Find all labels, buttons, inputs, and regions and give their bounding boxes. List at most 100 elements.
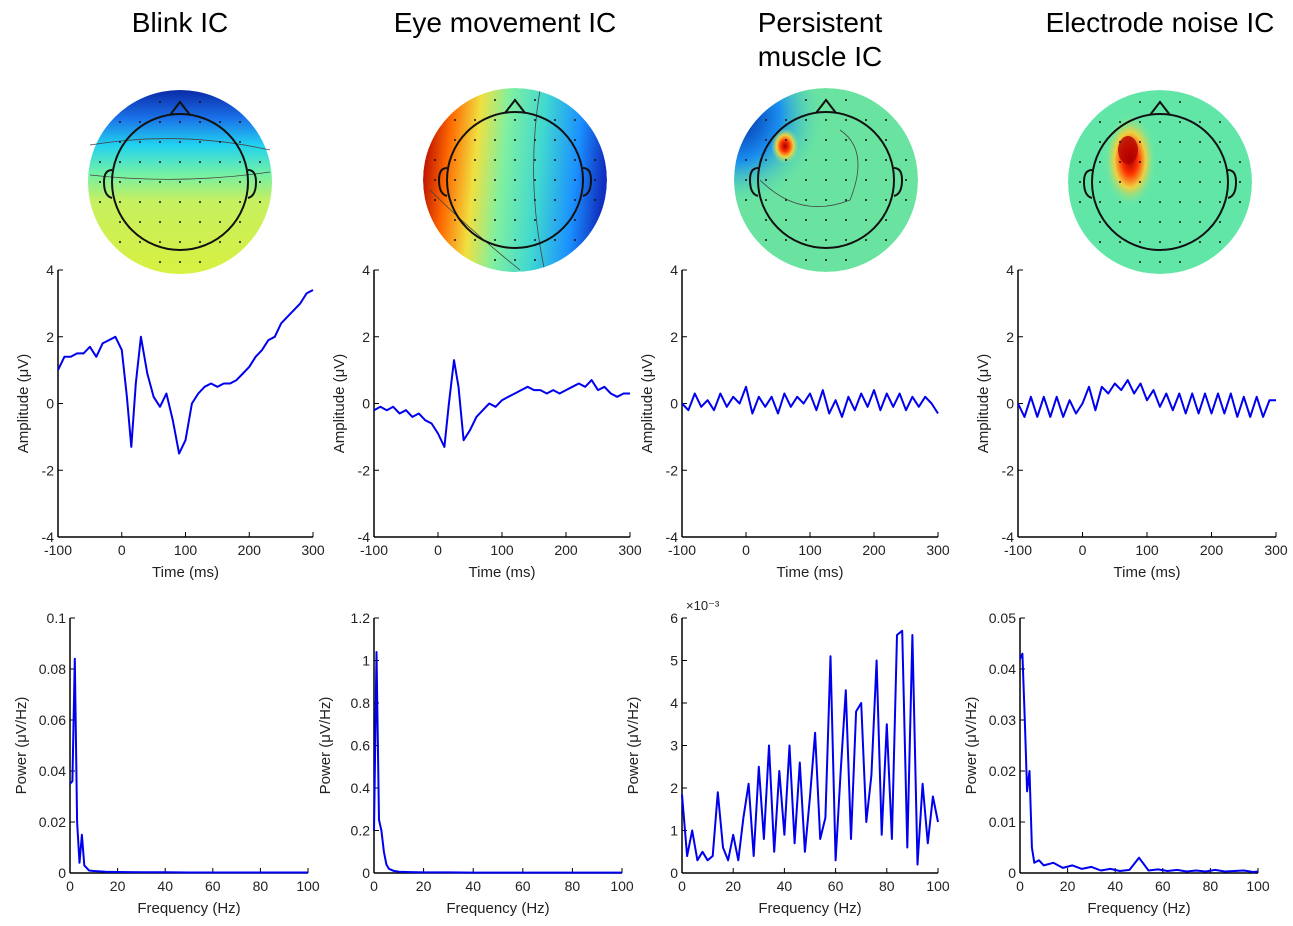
electrode-dot <box>119 141 121 143</box>
data-line <box>1017 379 1276 418</box>
y-tick-label: 4 <box>46 262 54 278</box>
x-tick-label: 40 <box>1107 878 1123 894</box>
electrode-dot <box>219 141 221 143</box>
electrode-dot <box>139 241 141 243</box>
electrode-dot <box>1199 121 1201 123</box>
x-tick-label: 0 <box>66 878 74 894</box>
electrode-dot <box>514 99 516 101</box>
electrode-dot <box>1159 121 1161 123</box>
electrode-dot <box>474 199 476 201</box>
electrode-dot <box>1139 161 1141 163</box>
data-line <box>1019 652 1259 873</box>
electrode-dot <box>1239 161 1241 163</box>
electrode-dot <box>1119 181 1121 183</box>
electrode-dot <box>534 119 536 121</box>
x-tick-label: 60 <box>828 878 844 894</box>
electrode-dot <box>1219 241 1221 243</box>
electrode-dot <box>845 219 847 221</box>
electrode-dot <box>825 99 827 101</box>
electrode-dot <box>119 181 121 183</box>
electrode-dot <box>845 159 847 161</box>
electrode-dot <box>1199 181 1201 183</box>
electrode-dot <box>199 161 201 163</box>
y-tick-label: -4 <box>42 529 55 545</box>
electrode-dot <box>1179 141 1181 143</box>
electrode-dot <box>574 239 576 241</box>
electrode-dot <box>805 199 807 201</box>
y-tick-label: 4 <box>670 262 678 278</box>
x-tick-label: 0 <box>742 542 750 558</box>
x-axis-label: Frequency (Hz) <box>446 900 549 917</box>
y-tick-label: 0.03 <box>989 712 1016 728</box>
electrode-dot <box>199 141 201 143</box>
ear <box>247 169 258 199</box>
electrode-dot <box>474 139 476 141</box>
electrode-dot <box>1139 201 1141 203</box>
electrode-dot <box>885 139 887 141</box>
x-tick-label: 20 <box>416 878 432 894</box>
x-tick-label: 0 <box>1079 542 1087 558</box>
electrode-dot <box>199 101 201 103</box>
electrode-dot <box>534 159 536 161</box>
electrode-dot <box>179 121 181 123</box>
electrode-dot <box>845 119 847 121</box>
electrode-dot <box>805 179 807 181</box>
electrode-dot <box>1199 221 1201 223</box>
electrode-dot <box>534 259 536 261</box>
electrode-dot <box>199 261 201 263</box>
electrode-dot <box>119 201 121 203</box>
x-tick-label: 100 <box>1246 878 1270 894</box>
y-tick-label: 0.01 <box>989 814 1016 830</box>
electrode-dot <box>139 141 141 143</box>
y-axis-label: Power (μV/Hz) <box>963 697 980 795</box>
head-outline <box>757 111 895 249</box>
x-tick-label: 100 <box>1135 542 1159 558</box>
electrode-dot <box>219 241 221 243</box>
y-tick-label: 0.05 <box>989 610 1016 626</box>
y-axis-label: Power (μV/Hz) <box>13 697 30 795</box>
x-axis-label: Time (ms) <box>152 564 219 581</box>
electrode-dot <box>785 219 787 221</box>
y-tick-label: -2 <box>666 462 679 478</box>
electrode-dot <box>865 119 867 121</box>
electrode-dot <box>865 139 867 141</box>
electrode-dot <box>865 199 867 201</box>
y-tick-label: 0.02 <box>989 763 1016 779</box>
electrode-dot <box>159 261 161 263</box>
x-tick-label: 40 <box>157 878 173 894</box>
electrode-dot <box>239 201 241 203</box>
electrode-dot <box>905 159 907 161</box>
x-tick-label: 60 <box>205 878 221 894</box>
electrode-dot <box>1099 121 1101 123</box>
y-tick-label: -4 <box>1002 529 1015 545</box>
electrode-dot <box>554 159 556 161</box>
electrode-dot <box>239 121 241 123</box>
electrode-dot <box>179 141 181 143</box>
electrode-dot <box>199 121 201 123</box>
x-tick-label: 20 <box>110 878 126 894</box>
electrode-dot <box>785 239 787 241</box>
y-tick-label: 0 <box>670 396 678 412</box>
electrode-dot <box>785 199 787 201</box>
electrode-dot <box>1179 221 1181 223</box>
x-tick-label: 0 <box>678 878 686 894</box>
electrode-dot <box>454 159 456 161</box>
electrode-dot <box>1159 141 1161 143</box>
electrode-dot <box>474 179 476 181</box>
electrode-dot <box>179 101 181 103</box>
y-tick-label: 6 <box>670 610 678 626</box>
y-tick-label: 2 <box>362 329 370 345</box>
electrode-dot <box>594 199 596 201</box>
electrode-dot <box>1139 141 1141 143</box>
electrode-dot <box>119 241 121 243</box>
electrode-dot <box>1119 121 1121 123</box>
electrode-dot <box>554 179 556 181</box>
electrode-dot <box>219 221 221 223</box>
x-axis-label: Frequency (Hz) <box>758 900 861 917</box>
electrode-dot <box>1159 241 1161 243</box>
electrode-dot <box>845 199 847 201</box>
x-axis-label: Frequency (Hz) <box>1087 900 1190 917</box>
electrode-dot <box>239 141 241 143</box>
x-tick-label: 80 <box>879 878 895 894</box>
